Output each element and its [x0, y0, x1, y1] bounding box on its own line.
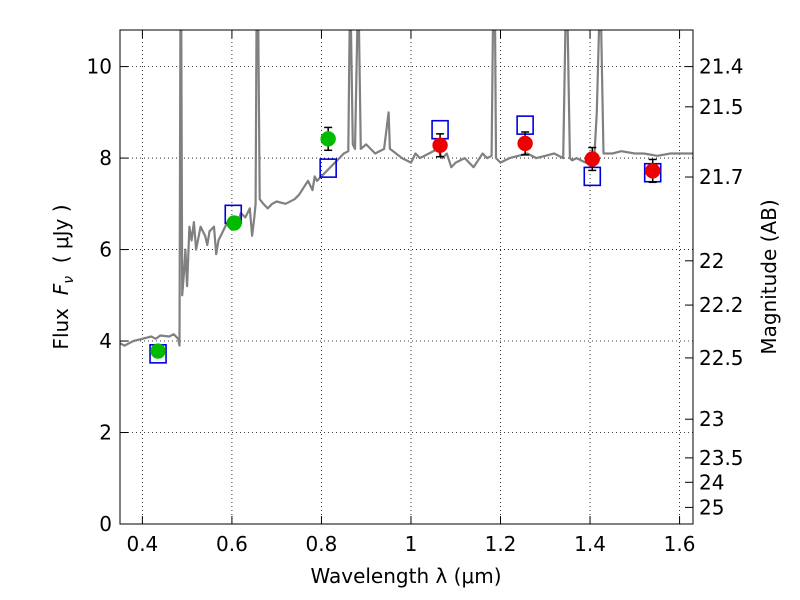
plot-area	[120, 30, 693, 364]
x-tick-label: 0.4	[126, 532, 158, 556]
right-tick-label: 22	[699, 249, 724, 273]
x-tick-label: 1.4	[574, 532, 606, 556]
x-tick-label: 1	[405, 532, 418, 556]
right-tick-label: 22.5	[699, 346, 744, 370]
right-tick-label: 21.4	[699, 55, 744, 79]
y-tick-label: 10	[87, 55, 112, 79]
right-tick-label: 23	[699, 407, 724, 431]
green-data-point	[226, 215, 242, 231]
x-tick-label: 1.2	[485, 532, 517, 556]
spectrum-line	[120, 30, 693, 347]
y-axis-label: Flux Fν ( μJy )	[49, 204, 77, 349]
right-tick-label: 22.2	[699, 293, 744, 317]
model-box-marker	[319, 158, 337, 178]
y-tick-label: 6	[99, 238, 112, 262]
y-axis-label-symbol: F	[49, 283, 73, 295]
y-axis-label-subscript: ν	[61, 276, 77, 284]
red-data-point	[517, 135, 533, 152]
x-tick-label: 1.6	[664, 532, 696, 556]
right-axis-label: Magnitude (AB)	[757, 199, 781, 354]
y-tick-label: 0	[99, 512, 112, 536]
x-axis-label: Wavelength λ (μm)	[310, 564, 501, 588]
red-data-point	[584, 151, 601, 167]
green-data-point	[320, 131, 336, 147]
right-tick-label: 21.7	[699, 165, 744, 189]
tick-marks	[120, 30, 693, 525]
right-tick-label: 25	[699, 495, 724, 519]
y-axis-label-prefix: Flux	[49, 295, 73, 349]
plot-frame	[119, 29, 694, 525]
x-tick-label: 0.6	[216, 532, 248, 556]
y-axis-label-suffix: ( μJy )	[49, 204, 73, 276]
right-tick-label: 21.5	[699, 95, 744, 119]
x-tick-label: 0.8	[306, 532, 338, 556]
red-data-point	[644, 163, 661, 179]
red-data-point	[432, 137, 448, 154]
y-tick-label: 2	[99, 421, 112, 445]
y-tick-label: 8	[99, 146, 112, 170]
green-data-point	[150, 343, 166, 359]
right-tick-label: 23.5	[699, 446, 744, 470]
right-tick-label: 24	[699, 470, 724, 494]
y-tick-label: 4	[99, 329, 112, 353]
